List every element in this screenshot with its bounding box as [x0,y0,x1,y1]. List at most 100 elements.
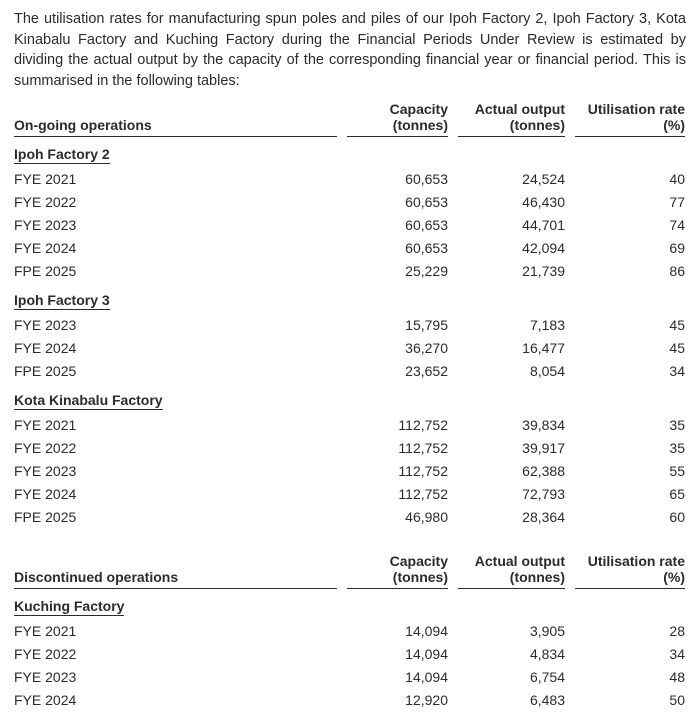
section-heading: Kota Kinabalu Factory [14,392,163,410]
capacity-column-header: Capacity (tonnes) [347,553,448,589]
actual-output-cell: 44,701 [522,217,565,233]
utilisation-rate-header-line2: (%) [663,117,685,133]
table-row: FYE 2023 14,094 6,754 48 [14,666,685,689]
period-cell: FYE 2021 [14,417,77,433]
utilisation-rate-column-header: Utilisation rate (%) [575,553,685,589]
table-row: FYE 2022 112,752 39,917 35 [14,437,685,460]
period-cell: FYE 2021 [14,171,77,187]
actual-output-cell: 4,834 [529,646,565,662]
utilisation-rate-cell: 40 [669,171,685,187]
table-row: FPE 2025 25,229 21,739 86 [14,260,685,283]
actual-output-cell: 3,905 [529,623,565,639]
capacity-column-header: Capacity (tonnes) [347,101,448,137]
actual-output-cell: 39,834 [522,417,565,433]
table-row: FYE 2021 60,653 24,524 40 [14,168,685,191]
period-cell: FYE 2024 [14,340,77,356]
capacity-cell: 14,094 [405,646,448,662]
capacity-header-line1: Capacity [389,101,448,117]
actual-output-cell: 6,754 [529,669,565,685]
utilisation-rate-cell: 86 [669,263,685,279]
utilisation-rate-cell: 34 [669,363,685,379]
capacity-cell: 60,653 [405,217,448,233]
utilisation-rate-cell: 48 [669,669,685,685]
utilisation-rate-cell: 45 [669,317,685,333]
table-row: FYE 2024 60,653 42,094 69 [14,237,685,260]
period-cell: FYE 2022 [14,440,77,456]
capacity-header-line2: (tonnes) [392,569,448,585]
capacity-header-line2: (tonnes) [392,117,448,133]
table-row: FPE 2025 46,980 28,364 60 [14,506,685,529]
period-cell: FYE 2023 [14,669,77,685]
capacity-cell: 14,094 [405,669,448,685]
actual-output-cell: 8,054 [529,363,565,379]
actual-output-header-line2: (tonnes) [509,117,565,133]
ongoing-operations-table: On-going operations Capacity (tonnes) Ac… [4,101,695,529]
row-axis-header: Discontinued operations [14,553,337,589]
utilisation-rate-cell: 69 [669,240,685,256]
capacity-cell: 14,094 [405,623,448,639]
capacity-cell: 112,752 [398,440,448,456]
capacity-cell: 46,980 [405,509,448,525]
period-cell: FPE 2025 [14,509,77,525]
actual-output-cell: 62,388 [522,463,565,479]
period-cell: FYE 2022 [14,194,77,210]
actual-output-cell: 42,094 [522,240,565,256]
capacity-cell: 36,270 [405,340,448,356]
actual-output-cell: 6,483 [529,692,565,708]
capacity-cell: 60,653 [405,194,448,210]
actual-output-column-header: Actual output (tonnes) [458,553,565,589]
utilisation-rate-cell: 55 [669,463,685,479]
period-cell: FYE 2024 [14,692,77,708]
actual-output-cell: 16,477 [522,340,565,356]
actual-output-cell: 21,739 [522,263,565,279]
utilisation-rate-cell: 77 [669,194,685,210]
section-heading: Ipoh Factory 3 [14,292,110,310]
section-heading-row: Kota Kinabalu Factory [14,383,685,414]
utilisation-rate-column-header: Utilisation rate (%) [575,101,685,137]
actual-output-cell: 28,364 [522,509,565,525]
utilisation-rate-cell: 35 [669,440,685,456]
actual-output-cell: 7,183 [529,317,565,333]
period-cell: FYE 2023 [14,463,77,479]
table-row: FYE 2021 112,752 39,834 35 [14,414,685,437]
utilisation-rate-cell: 74 [669,217,685,233]
intro-paragraph: The utilisation rates for manufacturing … [14,11,686,89]
table-row: FYE 2024 12,920 6,483 50 [14,689,685,712]
actual-output-column-header: Actual output (tonnes) [458,101,565,137]
table-row: FYE 2023 60,653 44,701 74 [14,214,685,237]
utilisation-rate-header-line2: (%) [663,569,685,585]
period-cell: FYE 2022 [14,646,77,662]
capacity-header-line1: Capacity [389,553,448,569]
discontinued-operations-table: Discontinued operations Capacity (tonnes… [4,553,695,712]
utilisation-rate-cell: 35 [669,417,685,433]
capacity-cell: 112,752 [398,463,448,479]
capacity-cell: 60,653 [405,171,448,187]
table-row: FYE 2023 112,752 62,388 55 [14,460,685,483]
utilisation-rate-cell: 45 [669,340,685,356]
section-heading-row: Ipoh Factory 3 [14,283,685,314]
header-row: Discontinued operations Capacity (tonnes… [14,553,685,589]
utilisation-rate-cell: 50 [669,692,685,708]
utilisation-rate-header-line1: Utilisation rate [587,553,685,569]
section-heading-row: Kuching Factory [14,589,685,620]
table-row: FYE 2024 36,270 16,477 45 [14,337,685,360]
period-cell: FYE 2023 [14,317,77,333]
row-axis-header: On-going operations [14,101,337,137]
actual-output-header-line1: Actual output [474,553,565,569]
capacity-cell: 12,920 [405,692,448,708]
capacity-cell: 25,229 [405,263,448,279]
table-row: FYE 2021 14,094 3,905 28 [14,620,685,643]
table-row: FYE 2022 14,094 4,834 34 [14,643,685,666]
actual-output-header-line2: (tonnes) [509,569,565,585]
table-row: FYE 2022 60,653 46,430 77 [14,191,685,214]
period-cell: FYE 2024 [14,486,77,502]
section-heading: Ipoh Factory 2 [14,146,110,164]
section-heading: Kuching Factory [14,598,125,616]
utilisation-rate-cell: 60 [669,509,685,525]
capacity-cell: 112,752 [398,417,448,433]
capacity-cell: 112,752 [398,486,448,502]
period-cell: FPE 2025 [14,363,77,379]
period-cell: FPE 2025 [14,263,77,279]
table-row: FYE 2023 15,795 7,183 45 [14,314,685,337]
actual-output-header-line1: Actual output [474,101,565,117]
